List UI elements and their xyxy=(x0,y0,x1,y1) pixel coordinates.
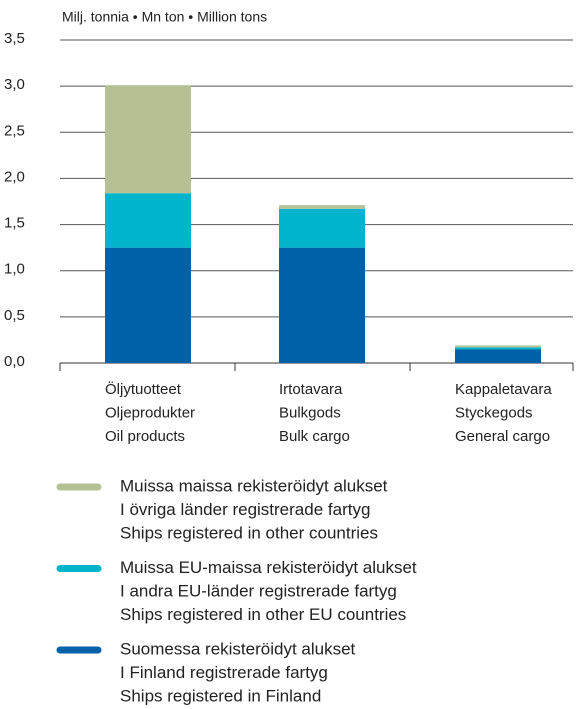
x-tick-label: Kappaletavara xyxy=(455,381,552,398)
y-tick-label: 2,0 xyxy=(4,168,25,185)
legend-label: Ships registered in other countries xyxy=(120,523,378,542)
y-tick-label: 2,5 xyxy=(4,122,25,139)
y-tick-label: 1,5 xyxy=(4,215,25,232)
legend-label: Muissa EU-maissa rekisteröidyt alukset xyxy=(120,558,417,577)
y-tick-label: 3,0 xyxy=(4,76,25,93)
x-tick-label: Bulkgods xyxy=(279,404,341,421)
x-tick-label: Oljeprodukter xyxy=(105,404,195,421)
bar-segment xyxy=(279,205,365,209)
y-tick-label: 0,5 xyxy=(4,307,25,324)
bar-segment xyxy=(455,347,541,350)
legend-label: I övriga länder registrerade fartyg xyxy=(120,500,370,519)
legend-label: Muissa maissa rekisteröidyt alukset xyxy=(120,476,388,495)
bar-segment xyxy=(105,85,191,194)
y-tick-label: 0,0 xyxy=(4,353,25,370)
x-tick-label: Oil products xyxy=(105,428,185,445)
bar-segment xyxy=(455,349,541,363)
legend-label: Ships registered in other EU countries xyxy=(120,605,406,624)
bar-segment xyxy=(455,345,541,348)
x-tick-label: Irtotavara xyxy=(279,381,343,398)
bar-segment xyxy=(105,193,191,248)
y-tick-label: 1,0 xyxy=(4,261,25,278)
x-tick-label: Öljytuotteet xyxy=(105,380,182,398)
legend-label: Ships registered in Finland xyxy=(120,686,321,705)
bar-segment xyxy=(279,208,365,248)
legend-label: Suomessa rekisteröidyt alukset xyxy=(120,639,356,658)
x-tick-label: Styckegods xyxy=(455,404,533,421)
y-tick-label: 3,5 xyxy=(4,30,25,47)
x-tick-label: General cargo xyxy=(455,428,550,445)
bar-segment xyxy=(105,247,191,363)
legend-label: I Finland registrerade fartyg xyxy=(120,663,328,682)
legend-label: I andra EU-länder registrerade fartyg xyxy=(120,581,397,600)
subtitle: Milj. tonnia • Mn ton • Million tons xyxy=(62,9,267,25)
bar-segment xyxy=(279,247,365,363)
x-tick-label: Bulk cargo xyxy=(279,428,350,445)
